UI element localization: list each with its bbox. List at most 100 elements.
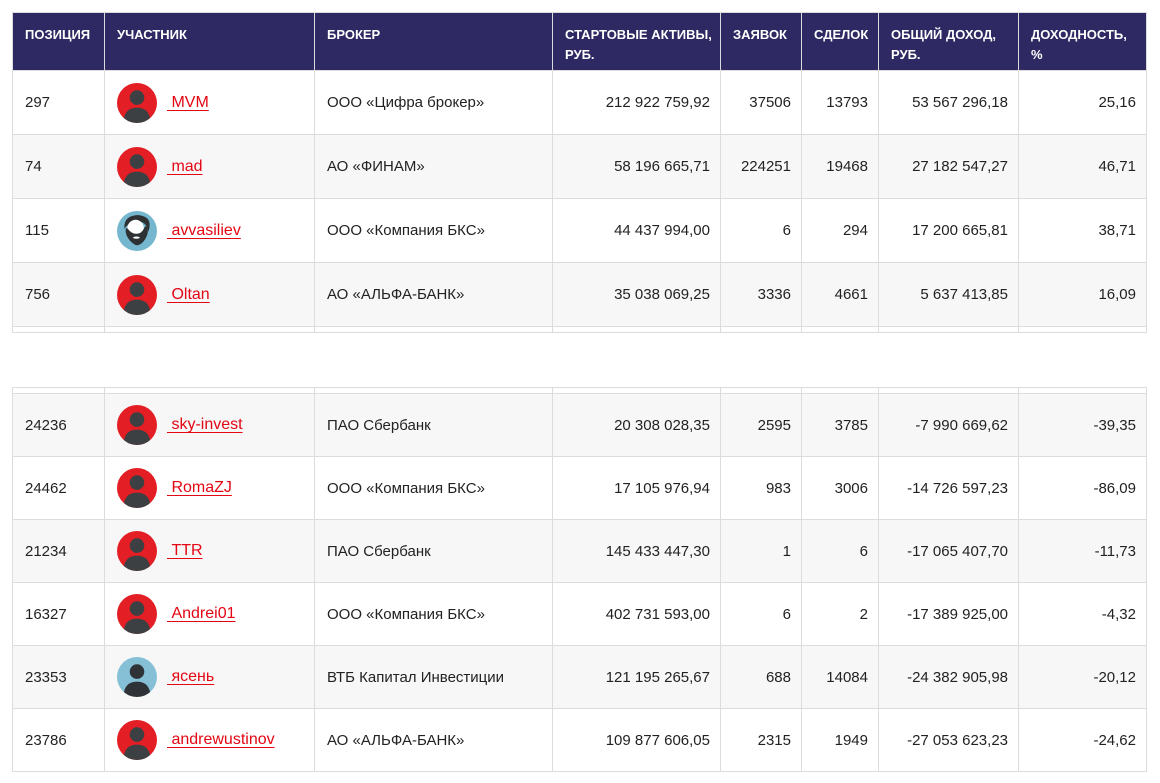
participant-wrap: Oltan (117, 274, 302, 315)
table-row: 21234 TTR ПАО Сбербанк 145 433 447,30 1 … (12, 519, 1147, 583)
participant-link[interactable]: RomaZJ (171, 479, 232, 496)
orders-cell: 1 (720, 519, 802, 583)
participant-wrap: ясень (117, 657, 302, 697)
participant-link[interactable]: Oltan (171, 285, 210, 303)
participant-cell: Oltan (104, 262, 315, 327)
trades-cell: 1949 (801, 708, 879, 772)
participant-cell: Andrei01 (104, 582, 315, 646)
participant-link[interactable]: ясень (171, 668, 215, 685)
table-row: 24236 sky-invest ПАО Сбербанк 20 308 028… (12, 393, 1147, 457)
return-cell: -39,35 (1018, 393, 1147, 457)
broker-cell: ООО «Цифра брокер» (314, 70, 553, 135)
orders-cell: 6 (720, 198, 802, 263)
return-cell: -11,73 (1018, 519, 1147, 583)
return-cell: 16,09 (1018, 262, 1147, 327)
participant-wrap: sky-invest (117, 405, 302, 445)
avatar-blue-bearded-man (117, 210, 157, 251)
table-header: ПОЗИЦИЯ УЧАСТНИК БРОКЕР СТАРТОВЫЕ АКТИВЫ… (12, 12, 1147, 71)
header-total-income: ОБЩИЙ ДОХОД, РУБ. (878, 12, 1019, 71)
start-assets-cell: 17 105 976,94 (552, 456, 721, 520)
participant-cell: andrewustinov (104, 708, 315, 772)
participant-wrap: TTR (117, 531, 302, 571)
trades-cell: 6 (801, 519, 879, 583)
participant-link[interactable]: sky-invest (171, 416, 243, 433)
position-cell: 23786 (12, 708, 105, 772)
table-row: 297 MVM ООО «Цифра брокер» 212 922 759,9… (12, 70, 1147, 135)
participant-cell: ясень (104, 645, 315, 709)
avatar-red-silhouette (117, 146, 157, 187)
total-income-cell: -27 053 623,23 (878, 708, 1019, 772)
participant-link[interactable]: mad (171, 157, 203, 175)
header-broker: БРОКЕР (314, 12, 553, 71)
position-cell: 115 (12, 198, 105, 263)
avatar-red-silhouette (117, 274, 157, 315)
orders-cell: 2595 (720, 393, 802, 457)
avatar-red-silhouette (117, 82, 157, 123)
person-silhouette-icon (123, 664, 151, 697)
orders-cell: 224251 (720, 134, 802, 199)
person-silhouette-icon (123, 601, 151, 634)
orders-cell: 37506 (720, 70, 802, 135)
return-cell: 38,71 (1018, 198, 1147, 263)
person-silhouette-icon (123, 281, 151, 315)
broker-cell: АО «АЛЬФА-БАНК» (314, 262, 553, 327)
leaderboard-table-bottom: 24236 sky-invest ПАО Сбербанк 20 308 028… (12, 387, 1147, 772)
position-cell: 74 (12, 134, 105, 199)
trades-cell: 14084 (801, 645, 879, 709)
orders-cell: 2315 (720, 708, 802, 772)
start-assets-cell: 121 195 265,67 (552, 645, 721, 709)
total-income-cell: -17 389 925,00 (878, 582, 1019, 646)
header-start-assets: СТАРТОВЫЕ АКТИВЫ, РУБ. (552, 12, 721, 71)
table-row: 115 avvasiliev ООО «Компания БКС» 44 437… (12, 198, 1147, 263)
broker-cell: ООО «Компания БКС» (314, 456, 553, 520)
header-row: ПОЗИЦИЯ УЧАСТНИК БРОКЕР СТАРТОВЫЕ АКТИВЫ… (12, 12, 1147, 71)
bearded-man-icon (124, 214, 150, 245)
participant-link[interactable]: Andrei01 (171, 605, 236, 622)
trades-cell: 294 (801, 198, 879, 263)
participant-link[interactable]: avvasiliev (171, 221, 241, 239)
trades-cell: 19468 (801, 134, 879, 199)
truncated-row (12, 326, 1147, 333)
participant-cell: sky-invest (104, 393, 315, 457)
header-position: ПОЗИЦИЯ (12, 12, 105, 71)
broker-cell: ВТБ Капитал Инвестиции (314, 645, 553, 709)
header-trades: СДЕЛОК (801, 12, 879, 71)
start-assets-cell: 145 433 447,30 (552, 519, 721, 583)
participant-link[interactable]: andrewustinov (171, 731, 275, 748)
return-cell: -86,09 (1018, 456, 1147, 520)
person-silhouette-icon (123, 89, 151, 123)
orders-cell: 6 (720, 582, 802, 646)
return-cell: -4,32 (1018, 582, 1147, 646)
participant-wrap: MVM (117, 82, 302, 123)
orders-cell: 983 (720, 456, 802, 520)
broker-cell: ООО «Компания БКС» (314, 198, 553, 263)
start-assets-cell: 402 731 593,00 (552, 582, 721, 646)
participant-cell: TTR (104, 519, 315, 583)
table-row: 756 Oltan АО «АЛЬФА-БАНК» 35 038 069,25 … (12, 262, 1147, 327)
person-silhouette-icon (123, 538, 151, 571)
avatar-red-silhouette (117, 405, 157, 445)
start-assets-cell: 20 308 028,35 (552, 393, 721, 457)
participant-cell: avvasiliev (104, 198, 315, 263)
start-assets-cell: 58 196 665,71 (552, 134, 721, 199)
return-cell: 25,16 (1018, 70, 1147, 135)
position-cell: 24236 (12, 393, 105, 457)
trades-cell: 4661 (801, 262, 879, 327)
header-return: ДОХОДНОСТЬ, % (1018, 12, 1147, 71)
participant-wrap: mad (117, 146, 302, 187)
return-cell: -24,62 (1018, 708, 1147, 772)
participant-link[interactable]: MVM (171, 93, 209, 111)
leaderboard-table-top: ПОЗИЦИЯ УЧАСТНИК БРОКЕР СТАРТОВЫЕ АКТИВЫ… (12, 12, 1147, 333)
person-silhouette-icon (123, 153, 151, 187)
trades-cell: 3785 (801, 393, 879, 457)
broker-cell: ПАО Сбербанк (314, 519, 553, 583)
trades-cell: 3006 (801, 456, 879, 520)
start-assets-cell: 44 437 994,00 (552, 198, 721, 263)
total-income-cell: -17 065 407,70 (878, 519, 1019, 583)
broker-cell: АО «АЛЬФА-БАНК» (314, 708, 553, 772)
orders-cell: 688 (720, 645, 802, 709)
position-cell: 756 (12, 262, 105, 327)
participant-link[interactable]: TTR (171, 542, 203, 559)
position-cell: 297 (12, 70, 105, 135)
